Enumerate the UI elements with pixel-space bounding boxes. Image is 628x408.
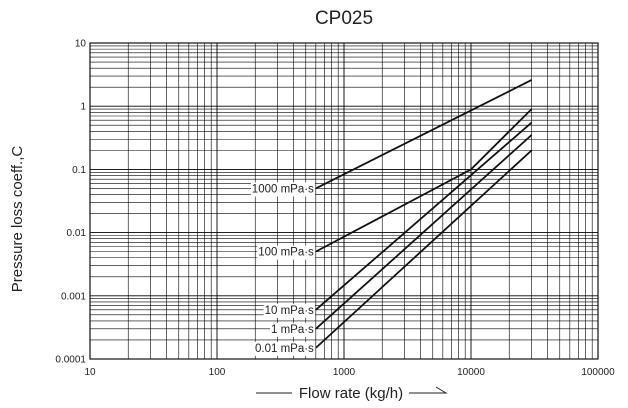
- series-label: 1 mPa·s: [271, 324, 314, 336]
- y-tick-label: 0.001: [61, 291, 86, 302]
- series-line: [315, 149, 533, 349]
- series-line: [315, 79, 532, 190]
- series-label-background: [257, 245, 316, 260]
- series-label: 1000 mPa·s: [252, 183, 314, 195]
- series-label-background: [269, 322, 316, 337]
- y-tick-label: 0.0001: [55, 355, 86, 366]
- series-lines: [315, 79, 533, 349]
- y-axis-label: Pressure loss coeff.,C: [9, 146, 26, 293]
- series-label-background: [263, 303, 316, 318]
- curve-labels: 1000 mPa·s 100 mPa·s 10 mPa·s 1 mPa·s 0.01 m…: [250, 182, 316, 356]
- chart-title: CP025: [315, 8, 373, 29]
- series-line: [315, 108, 533, 253]
- series-line: [315, 134, 533, 330]
- y-tick-label: 0.01: [67, 228, 87, 239]
- series-label: 10 mPa·s: [265, 305, 314, 317]
- y-tick-labels: 0.0001 0.001 0.01 0.1 1 10: [55, 39, 86, 366]
- grid: [89, 43, 598, 360]
- x-tick-labels: 10 100 1000 10000 100000: [84, 367, 615, 378]
- y-tick-label: 0.1: [72, 165, 86, 176]
- y-tick-label: 1: [80, 102, 86, 113]
- x-tick-label: 100: [209, 367, 226, 378]
- series-label-background: [250, 182, 316, 197]
- x-tick-label: 100000: [581, 367, 615, 378]
- series-label: 0.01 mPa·s: [255, 343, 314, 355]
- x-tick-label: 10: [84, 367, 96, 378]
- x-axis-arrow-icon: [409, 386, 448, 394]
- x-tick-label: 10000: [457, 367, 485, 378]
- x-tick-label: 1000: [333, 367, 356, 378]
- series-label-background: [254, 341, 316, 356]
- x-axis-label: Flow rate (kg/h): [299, 385, 403, 402]
- series-line: [315, 121, 533, 311]
- plot-frame: [89, 42, 599, 360]
- series-label: 100 mPa·s: [258, 247, 314, 259]
- y-tick-label: 10: [75, 39, 87, 50]
